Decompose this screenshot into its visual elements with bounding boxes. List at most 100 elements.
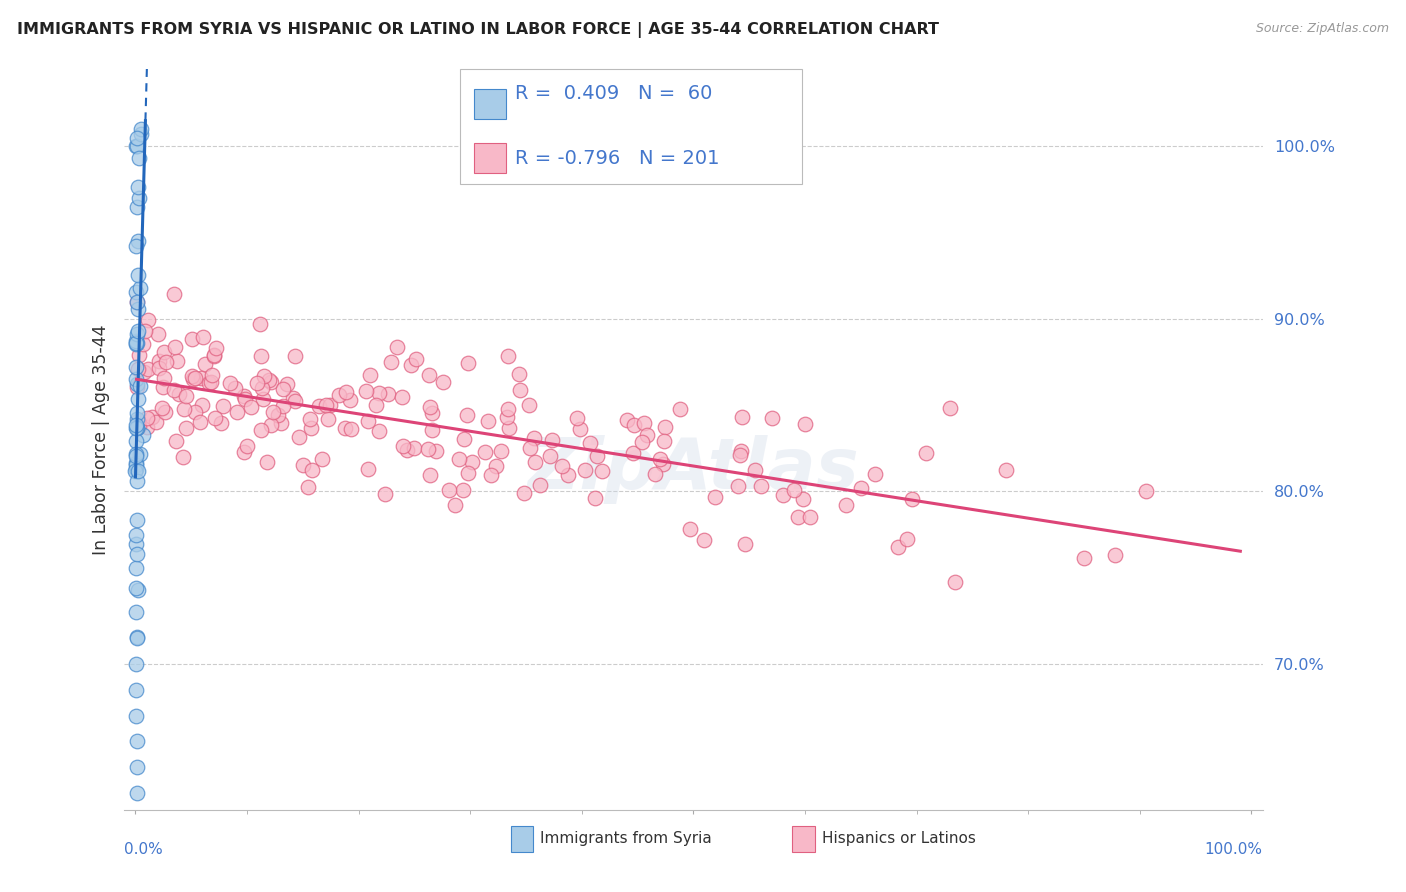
Point [125,631,148,645]
Point [252,382,274,396]
Point [915,446,938,460]
Point [583,491,606,505]
Point [650,452,672,467]
Point [125,462,148,476]
Point [633,416,655,430]
Point [125,786,148,800]
Point [270,417,292,431]
Point [1073,550,1095,565]
Point [496,410,519,425]
Point [204,411,226,425]
Point [834,498,856,512]
Point [125,547,148,561]
Point [419,468,441,483]
Point [461,455,484,469]
Point [200,375,222,389]
Point [901,491,924,506]
Point [451,483,474,497]
Point [125,605,148,619]
Point [125,139,148,153]
Point [356,462,378,476]
Point [128,419,150,434]
Point [772,488,794,502]
Point [127,179,149,194]
Point [236,439,259,453]
Point [283,349,305,363]
Point [125,421,148,435]
Point [136,410,159,425]
Point [129,379,152,393]
Point [316,412,339,426]
Point [863,467,886,482]
Point [308,399,330,413]
Point [477,414,499,428]
Point [262,405,284,419]
Point [127,631,149,645]
Point [333,421,356,435]
Point [125,139,148,153]
Point [339,393,361,408]
Point [150,401,173,415]
Point [418,368,440,382]
Point [374,487,396,501]
Text: IMMIGRANTS FROM SYRIA VS HISPANIC OR LATINO IN LABOR FORCE | AGE 35-44 CORRELATI: IMMIGRANTS FROM SYRIA VS HISPANIC OR LAT… [17,22,939,38]
Point [579,436,602,450]
Point [198,376,221,391]
Point [792,492,814,507]
Point [132,336,155,351]
Point [728,448,751,462]
Point [180,368,202,383]
Point [125,512,148,526]
Point [523,431,546,445]
Point [125,200,148,214]
Point [328,388,350,402]
Point [125,457,148,471]
Point [299,412,322,426]
Point [288,430,311,444]
Point [513,485,536,500]
Point [219,376,242,390]
Point [319,398,342,412]
Point [498,421,520,435]
Point [249,349,271,363]
Point [138,312,160,326]
Point [132,365,155,379]
Point [125,406,148,420]
Point [517,399,540,413]
Point [125,434,148,449]
Point [153,371,176,385]
Text: Hispanics or Latinos: Hispanics or Latinos [821,831,976,847]
Point [124,682,146,697]
Point [127,268,149,283]
Point [125,561,148,575]
Point [125,411,148,425]
Point [125,421,148,435]
Point [124,537,146,551]
Point [252,392,274,407]
Point [145,415,167,429]
Point [141,409,163,424]
Point [124,464,146,478]
Point [484,459,506,474]
Point [654,420,676,434]
Point [367,385,389,400]
Point [163,287,186,301]
Point [224,381,246,395]
Point [616,412,638,426]
Point [125,380,148,394]
Point [669,401,692,416]
Point [125,734,148,748]
Point [232,445,254,459]
Text: R =  0.409   N =  60: R = 0.409 N = 60 [515,84,711,103]
Point [180,333,202,347]
Point [519,441,541,455]
Point [165,340,187,354]
Point [419,400,441,414]
Point [173,401,195,416]
Point [444,498,467,512]
Text: Source: ZipAtlas.com: Source: ZipAtlas.com [1256,22,1389,36]
Point [163,383,186,397]
Point [125,359,148,374]
Point [235,392,257,407]
Point [457,356,479,370]
